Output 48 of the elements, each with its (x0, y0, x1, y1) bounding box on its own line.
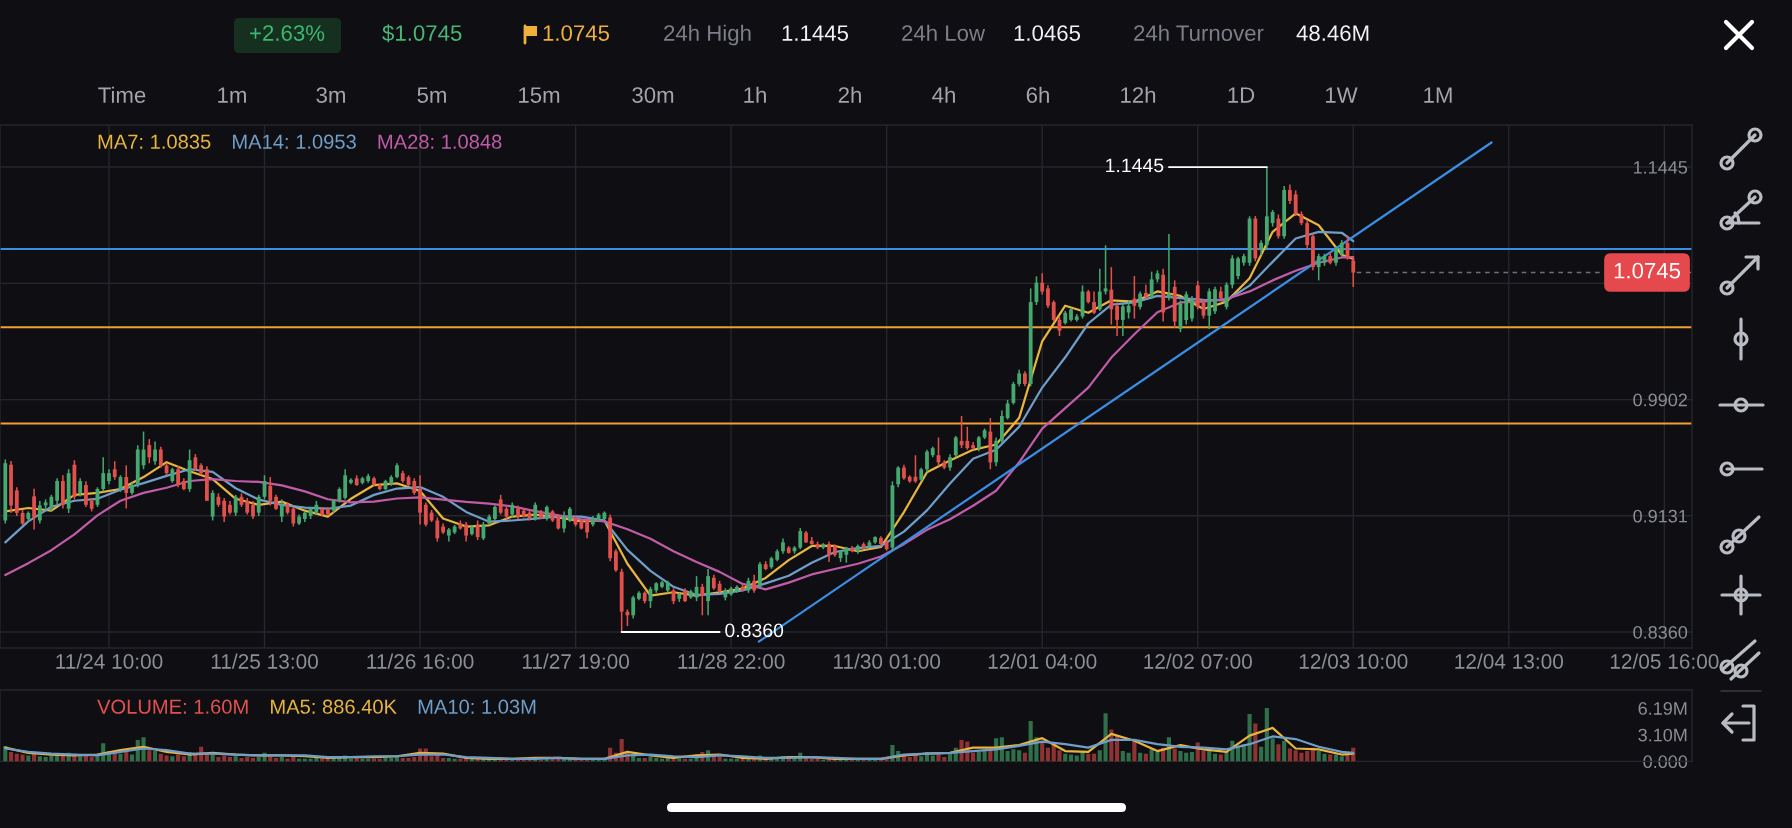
text: 1.0465 (1014, 25, 1081, 41)
text: $1.0745 (382, 24, 462, 43)
text: 1h (744, 86, 766, 103)
text: MA7: 1.0835 (98, 134, 211, 149)
x-tick-label: 12/01 04:00 (988, 653, 1097, 669)
text: 2h (838, 86, 861, 103)
y-tick-label: 6.19M (1638, 702, 1687, 715)
x-tick-label: 11/30 01:00 (833, 653, 941, 669)
text: MA10: 1.03M (418, 699, 536, 714)
x-tick-label: 12/04 13:00 (1455, 653, 1564, 669)
text: 1W (1326, 87, 1358, 103)
text: 6h (1026, 86, 1049, 103)
text: 1m (218, 87, 246, 103)
y-tick-label: 0.8360 (1633, 625, 1688, 639)
text: 48.46M (1296, 25, 1369, 41)
text: 24h Turnover (1134, 24, 1264, 41)
x-tick-label: 12/02 07:00 (1144, 653, 1252, 669)
text: Time (98, 86, 146, 103)
text: MA5: 886.40K (271, 699, 397, 714)
text: 1M (1424, 87, 1452, 103)
x-tick-label: 11/24 10:00 (56, 653, 163, 669)
y-tick-label: 1.1445 (1633, 161, 1688, 174)
x-tick-label: 11/28 22:00 (678, 653, 785, 669)
text: +2.63% (250, 25, 325, 41)
text: 1.0745 (543, 25, 610, 41)
ref-line-label: 1.0745 (1614, 262, 1681, 279)
x-tick-label: 11/27 19:00 (522, 653, 630, 669)
text: 24h High (664, 24, 751, 46)
text: 4h (932, 86, 955, 103)
text: 1D (1228, 87, 1255, 103)
text: 12h (1121, 86, 1156, 103)
text: 3m (316, 87, 345, 103)
text: MA28: 1.0848 (378, 134, 502, 149)
x-tick-label: 11/25 13:00 (211, 653, 318, 669)
text: 24h Low (902, 24, 986, 41)
text: 1.1445 (782, 25, 849, 41)
text: 15m (519, 87, 560, 103)
text: 5m (417, 87, 446, 103)
y-tick-label: 3.10M (1638, 728, 1687, 742)
x-tick-label: 11/26 16:00 (367, 653, 474, 669)
text: MA14: 1.0953 (233, 134, 356, 149)
annotation: 1.1445 (1106, 158, 1164, 173)
text: 30m (632, 87, 674, 103)
x-tick-label: 12/05 16:00 (1610, 653, 1719, 669)
y-tick-label: 0.9902 (1633, 393, 1687, 407)
x-tick-label: 12/03 10:00 (1299, 653, 1408, 669)
series-label: VOLUME: 1.60M (97, 699, 248, 714)
y-tick-label: 0.9131 (1633, 509, 1687, 523)
